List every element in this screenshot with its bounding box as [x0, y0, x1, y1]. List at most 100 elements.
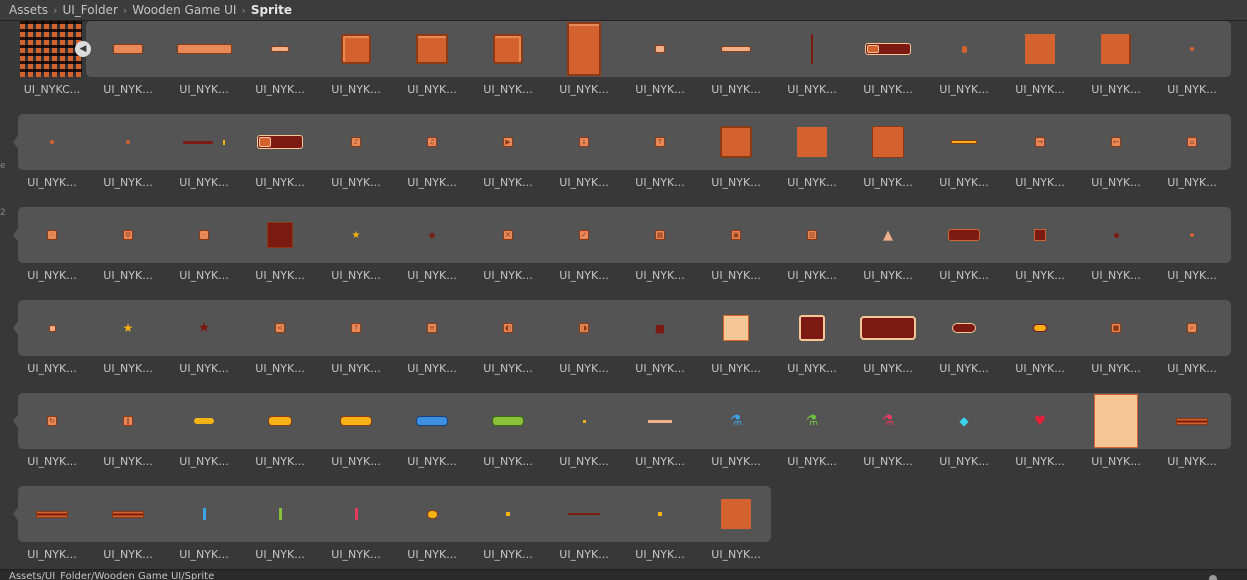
- sprite-asset[interactable]: UI_NYK...: [242, 114, 318, 207]
- sprite-asset[interactable]: UI_NYK...: [926, 207, 1002, 300]
- sprite-asset[interactable]: UI_NYK...: [850, 300, 926, 393]
- sprite-asset[interactable]: ◑ UI_NYK...: [546, 300, 622, 393]
- sprite-asset[interactable]: UI_NYK...: [850, 21, 926, 114]
- sprite-asset[interactable]: ■ UI_NYK...: [622, 300, 698, 393]
- sprite-asset[interactable]: UI_NYK...: [1154, 207, 1230, 300]
- sprite-asset[interactable]: UI_NYK...: [242, 393, 318, 486]
- sprite-asset[interactable]: UI_NYK...: [926, 21, 1002, 114]
- sprite-asset[interactable]: UI_NYK...: [1078, 21, 1154, 114]
- sprite-asset[interactable]: UI_NYK...: [318, 21, 394, 114]
- sprite-asset[interactable]: UI_NYK...: [1002, 207, 1078, 300]
- sprite-asset[interactable]: UI_NYK...: [774, 21, 850, 114]
- breadcrumb-item[interactable]: Wooden Game UI: [132, 3, 237, 17]
- sprite-asset[interactable]: ← UI_NYK...: [1078, 114, 1154, 207]
- sprite-asset[interactable]: ★ UI_NYK...: [394, 207, 470, 300]
- sprite-asset[interactable]: ♪ UI_NYK...: [318, 114, 394, 207]
- sprite-asset[interactable]: UI_NYK...: [774, 114, 850, 207]
- toggle-pill-icon: [865, 43, 911, 55]
- sprite-asset[interactable]: ⌕ UI_NYK...: [1154, 300, 1230, 393]
- sprite-asset[interactable]: UI_NYK...: [14, 486, 90, 579]
- sprite-asset[interactable]: UI_NYK...: [1154, 21, 1230, 114]
- sprite-asset[interactable]: ↻ UI_NYK...: [14, 393, 90, 486]
- sprite-asset[interactable]: UI_NYK...: [1002, 21, 1078, 114]
- sprite-asset[interactable]: ⁘ UI_NYK...: [14, 207, 90, 300]
- breadcrumb-item[interactable]: UI_Folder: [62, 3, 118, 17]
- sprite-asset[interactable]: ★ UI_NYK...: [166, 300, 242, 393]
- sprite-asset[interactable]: ★ UI_NYK...: [90, 300, 166, 393]
- sprite-asset[interactable]: UI_NYK...: [622, 21, 698, 114]
- sprite-asset[interactable]: UI_NYK...: [1002, 300, 1078, 393]
- sprite-asset[interactable]: UI_NYK...: [1154, 393, 1230, 486]
- sprite-asset[interactable]: UI_NYK...: [166, 393, 242, 486]
- sprite-asset[interactable]: UI_NYK...: [926, 114, 1002, 207]
- sprite-asset[interactable]: UI_NYK...: [698, 486, 774, 579]
- sprite-asset[interactable]: ▣ UI_NYK...: [698, 207, 774, 300]
- sprite-asset[interactable]: ★ UI_NYK...: [318, 207, 394, 300]
- sprite-asset[interactable]: UI_NYK...: [1078, 393, 1154, 486]
- sprite-asset[interactable]: UI_NYK...: [14, 114, 90, 207]
- sprite-asset[interactable]: UI_NYK...: [394, 393, 470, 486]
- sprite-asset[interactable]: UI_NYK...: [394, 21, 470, 114]
- sprite-asset[interactable]: UI_NYK...: [470, 486, 546, 579]
- sprite-asset[interactable]: UI_NYK...: [90, 486, 166, 579]
- zoom-slider-handle[interactable]: [1209, 575, 1217, 580]
- breadcrumb-item[interactable]: Assets: [9, 3, 49, 17]
- sprite-asset[interactable]: ▥ UI_NYK...: [774, 207, 850, 300]
- sprite-asset[interactable]: UI_NYK...: [698, 114, 774, 207]
- sprite-asset[interactable]: UI_NYK...: [318, 486, 394, 579]
- sprite-asset[interactable]: UI_NYK...: [394, 486, 470, 579]
- sprite-asset[interactable]: UI_NYK...: [90, 21, 166, 114]
- sprite-asset[interactable]: ◐ UI_NYK...: [470, 300, 546, 393]
- sprite-asset[interactable]: UI_NYK...: [242, 207, 318, 300]
- sprite-asset[interactable]: < UI_NYK...: [242, 300, 318, 393]
- sprite-asset[interactable]: ↓ UI_NYK...: [546, 114, 622, 207]
- sprite-asset[interactable]: UI_NYK...: [470, 21, 546, 114]
- sprite-asset[interactable]: ♥ UI_NYK...: [1002, 393, 1078, 486]
- sprite-asset[interactable]: UI_NYK...: [166, 486, 242, 579]
- sprite-asset[interactable]: ⌂ UI_NYK...: [1154, 114, 1230, 207]
- sprite-asset[interactable]: UI_NYK...: [166, 114, 242, 207]
- sprite-asset[interactable]: ⚗ UI_NYK...: [850, 393, 926, 486]
- sprite-asset[interactable]: ▶ UI_NYK...: [470, 114, 546, 207]
- sprite-asset[interactable]: UI_NYK...: [698, 300, 774, 393]
- sprite-asset[interactable]: UI_NYK...: [546, 393, 622, 486]
- sprite-asset[interactable]: ♫ UI_NYK...: [394, 114, 470, 207]
- sprite-asset[interactable]: ◆ UI_NYK...: [926, 393, 1002, 486]
- sprite-asset[interactable]: UI_NYK...: [850, 114, 926, 207]
- sprite-asset[interactable]: UI_NYK...: [622, 486, 698, 579]
- asset-label: UI_NYK...: [939, 83, 989, 96]
- sprite-asset[interactable]: → UI_NYK...: [1002, 114, 1078, 207]
- sprite-asset[interactable]: ↑ UI_NYK...: [622, 114, 698, 207]
- sprite-asset[interactable]: ✓ UI_NYK...: [546, 207, 622, 300]
- sprite-asset[interactable]: · UI_NYK...: [166, 207, 242, 300]
- sprite-asset[interactable]: UI_NYK...: [622, 393, 698, 486]
- sprite-asset[interactable]: ▦ UI_NYK...: [622, 207, 698, 300]
- sprite-asset[interactable]: ⚗ UI_NYK...: [774, 393, 850, 486]
- sprite-asset[interactable]: ▲ UI_NYK...: [850, 207, 926, 300]
- sprite-asset[interactable]: UI_NYK...: [242, 486, 318, 579]
- collapse-arrow-icon[interactable]: ◀: [75, 41, 91, 57]
- sprite-asset[interactable]: UI_NYK...: [1078, 207, 1154, 300]
- sprite-asset[interactable]: UI_NYK...: [470, 393, 546, 486]
- sprite-asset[interactable]: UI_NYK...: [546, 21, 622, 114]
- sprite-asset[interactable]: UI_NYK...: [774, 300, 850, 393]
- sprite-asset[interactable]: ≡ UI_NYK...: [394, 300, 470, 393]
- sprite-asset[interactable]: UI_NYK...: [698, 21, 774, 114]
- sprite-asset[interactable]: ⚗ UI_NYK...: [698, 393, 774, 486]
- sprite-thumbnail: [622, 21, 698, 77]
- sprite-asset[interactable]: ■ UI_NYK...: [1078, 300, 1154, 393]
- sprite-asset[interactable]: UI_NYK...: [242, 21, 318, 114]
- asset-label: UI_NYK...: [407, 83, 457, 96]
- sprite-asset[interactable]: UI_NYK...: [90, 114, 166, 207]
- sprite-asset[interactable]: ✕ UI_NYK...: [470, 207, 546, 300]
- sprite-asset[interactable]: UI_NYK...: [546, 486, 622, 579]
- sprite-asset[interactable]: ? UI_NYK...: [318, 300, 394, 393]
- sprite-asset[interactable]: UI_NYK...: [14, 300, 90, 393]
- sprite-asset[interactable]: UI_NYK...: [166, 21, 242, 114]
- sprite-asset[interactable]: UI_NYK...: [926, 300, 1002, 393]
- sprite-asset[interactable]: UI_NYK...: [318, 393, 394, 486]
- sprite-asset[interactable]: ‖ UI_NYK...: [90, 393, 166, 486]
- sprite-asset[interactable]: ⚙ UI_NYK...: [90, 207, 166, 300]
- sprite-group-panel: [13, 114, 1231, 170]
- sprite-atlas-asset[interactable]: UI_NYKC...: [14, 21, 90, 114]
